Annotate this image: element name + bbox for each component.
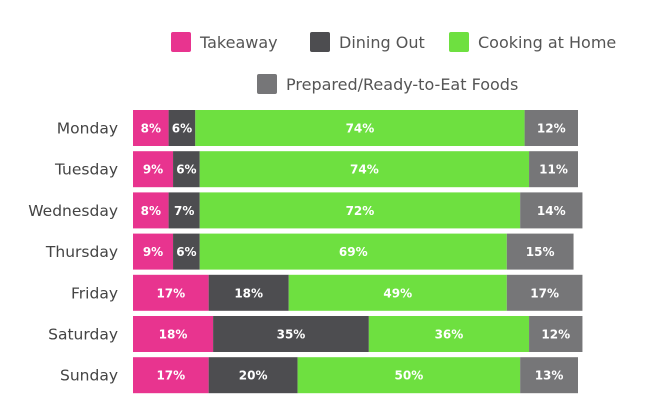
data-label: 9% <box>143 245 163 259</box>
data-label: 14% <box>537 204 566 218</box>
bar-segment-takeaway <box>133 274 209 311</box>
data-label: 6% <box>176 163 196 177</box>
bar-segment-takeaway <box>133 192 169 229</box>
bar-segment-prepared-ready-to-eat-foods <box>506 233 574 270</box>
data-label: 6% <box>176 245 196 259</box>
data-label: 11% <box>539 163 568 177</box>
bar-segment-dining-out <box>208 274 289 311</box>
category-label-monday: Monday <box>57 120 118 138</box>
category-label-thursday: Thursday <box>45 243 118 261</box>
data-label: 8% <box>141 122 161 136</box>
legend-item-takeaway: Takeaway <box>171 32 278 52</box>
data-label: 50% <box>395 369 424 383</box>
data-label: 35% <box>277 328 306 342</box>
category-label-tuesday: Tuesday <box>54 161 118 179</box>
bar-segment-dining-out <box>208 357 298 394</box>
data-label: 17% <box>156 286 185 300</box>
bar-segment-prepared-ready-to-eat-foods <box>520 357 578 394</box>
legend-swatch <box>449 32 469 52</box>
data-label: 15% <box>526 245 555 259</box>
category-label-friday: Friday <box>71 284 118 302</box>
bar-row-monday: 8% 6% 74% 12% <box>133 110 578 146</box>
data-label: 12% <box>541 328 570 342</box>
legend-item-dining-out: Dining Out <box>310 32 425 52</box>
bar-segment-cooking-at-home <box>199 233 507 270</box>
bar-segment-dining-out <box>168 192 200 229</box>
bar-row-tuesday: 9% 6% 74% 11% <box>133 151 578 188</box>
bar-segment-prepared-ready-to-eat-foods <box>506 274 583 311</box>
data-label: 8% <box>141 204 161 218</box>
data-label: 7% <box>174 204 194 218</box>
bar-row-saturday: 18% 35% 36% 12% <box>133 316 583 352</box>
bar-segment-dining-out <box>173 151 200 188</box>
bar-segment-dining-out <box>173 233 200 270</box>
legend-label: Dining Out <box>339 33 425 52</box>
bar-segment-cooking-at-home <box>199 151 530 188</box>
bar-segment-dining-out <box>168 110 196 146</box>
data-label: 49% <box>383 286 412 300</box>
legend-swatch <box>310 32 330 52</box>
bar-row-wednesday: 8% 7% 72% 14% <box>133 192 583 229</box>
category-label-wednesday: Wednesday <box>28 202 118 220</box>
legend-swatch <box>171 32 191 52</box>
bar-segment-prepared-ready-to-eat-foods <box>529 316 583 352</box>
legend-label: Takeaway <box>199 33 278 52</box>
data-label: 12% <box>537 122 566 136</box>
bar-segment-takeaway <box>133 357 209 394</box>
data-label: 17% <box>156 369 185 383</box>
bar-segment-takeaway <box>133 110 169 146</box>
bars: 8% 6% 74% 12% 9% 6% 74% 11% 8% 7% 72% 14% 9% 6% 69% 15%… <box>133 110 583 394</box>
category-label-sunday: Sunday <box>60 367 118 385</box>
data-label: 69% <box>339 245 368 259</box>
bar-segment-prepared-ready-to-eat-foods <box>524 110 578 146</box>
legend-label: Prepared/Ready-to-Eat Foods <box>286 75 518 94</box>
bar-segment-takeaway <box>133 316 214 352</box>
data-label: 72% <box>346 204 375 218</box>
data-label: 17% <box>530 286 559 300</box>
bar-segment-cooking-at-home <box>195 110 525 146</box>
bar-segment-cooking-at-home <box>368 316 530 352</box>
bar-segment-dining-out <box>213 316 369 352</box>
category-label-saturday: Saturday <box>48 326 118 344</box>
data-label: 6% <box>172 122 192 136</box>
data-label: 9% <box>143 163 163 177</box>
data-label: 20% <box>239 369 268 383</box>
bar-row-sunday: 17% 20% 50% 13% <box>133 357 578 394</box>
legend-item-cooking-at-home: Cooking at Home <box>449 32 616 52</box>
bar-row-friday: 17% 18% 49% 17% <box>133 274 583 311</box>
data-label: 18% <box>234 286 263 300</box>
data-label: 74% <box>350 163 379 177</box>
bar-segment-cooking-at-home <box>199 192 521 229</box>
bar-segment-cooking-at-home <box>297 357 521 394</box>
data-label: 36% <box>435 328 464 342</box>
bar-segment-takeaway <box>133 151 174 188</box>
bar-segment-cooking-at-home <box>288 274 507 311</box>
legend-label: Cooking at Home <box>478 33 616 52</box>
data-label: 18% <box>159 328 188 342</box>
bar-row-thursday: 9% 6% 69% 15% <box>133 233 574 270</box>
bar-segment-takeaway <box>133 233 174 270</box>
legend-swatch <box>257 74 277 94</box>
data-label: 74% <box>346 122 375 136</box>
legend-item-prepared-ready-to-eat-foods: Prepared/Ready-to-Eat Foods <box>257 74 518 94</box>
category-labels: Monday Tuesday Wednesday Thursday Friday Satu… <box>28 120 118 385</box>
bar-segment-prepared-ready-to-eat-foods <box>520 192 583 229</box>
data-label: 13% <box>535 369 564 383</box>
legend: Takeaway Dining Out Cooking at Home Prepare… <box>171 32 616 94</box>
bar-segment-prepared-ready-to-eat-foods <box>529 151 578 188</box>
